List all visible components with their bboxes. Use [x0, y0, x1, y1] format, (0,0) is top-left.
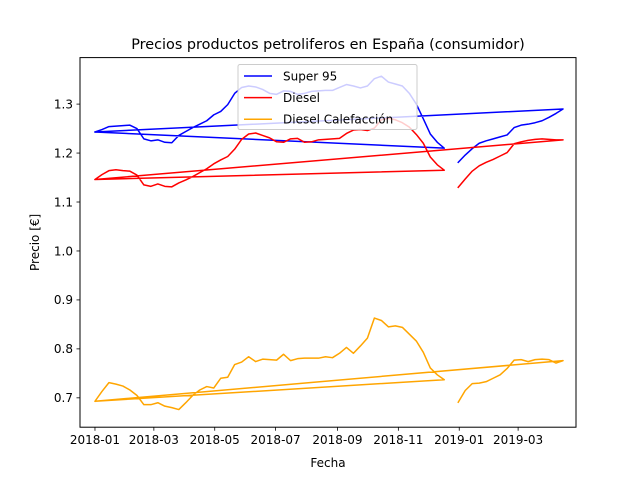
y-tick-label-3: 1.0	[54, 244, 73, 258]
x-tick-label-0: 2018-01	[70, 433, 120, 447]
y-tick-label-6: 1.3	[54, 97, 73, 111]
series-line-1	[93, 117, 564, 189]
y-tick-label-4: 1.1	[54, 195, 73, 209]
x-tick-label-6: 2019-01	[434, 433, 484, 447]
legend-box	[237, 64, 418, 130]
y-tick-label-2: 0.9	[54, 293, 73, 307]
x-tick-label-2: 2018-05	[190, 433, 240, 447]
y-axis: 0.7 0.8 0.9 1.0 1.1 1.2 1.3	[54, 97, 80, 405]
legend-label-2: Diesel Calefacción	[283, 113, 393, 127]
x-tick-label-4: 2018-09	[312, 433, 362, 447]
x-tick-label-1: 2018-03	[129, 433, 179, 447]
y-tick-label-0: 0.7	[54, 391, 73, 405]
y-tick-label-1: 0.8	[54, 342, 73, 356]
y-axis-label: Precio [€]	[28, 214, 42, 271]
legend-label-1: Diesel	[283, 91, 320, 105]
x-tick-label-5: 2018-11	[373, 433, 423, 447]
series-line-2	[93, 317, 564, 411]
x-axis-label: Fecha	[310, 456, 345, 470]
legend: Super 95 Diesel Diesel Calefacción	[237, 64, 418, 130]
x-axis: 2018-01 2018-03 2018-05 2018-07 2018-09 2018-…	[70, 427, 543, 447]
x-tick-label-7: 2019-03	[493, 433, 543, 447]
plot-frame	[79, 57, 577, 428]
chart-title: Precios productos petroliferos en España…	[131, 37, 524, 53]
y-tick-label-5: 1.2	[54, 146, 73, 160]
legend-label-0: Super 95	[283, 69, 337, 83]
x-tick-label-3: 2018-07	[251, 433, 301, 447]
